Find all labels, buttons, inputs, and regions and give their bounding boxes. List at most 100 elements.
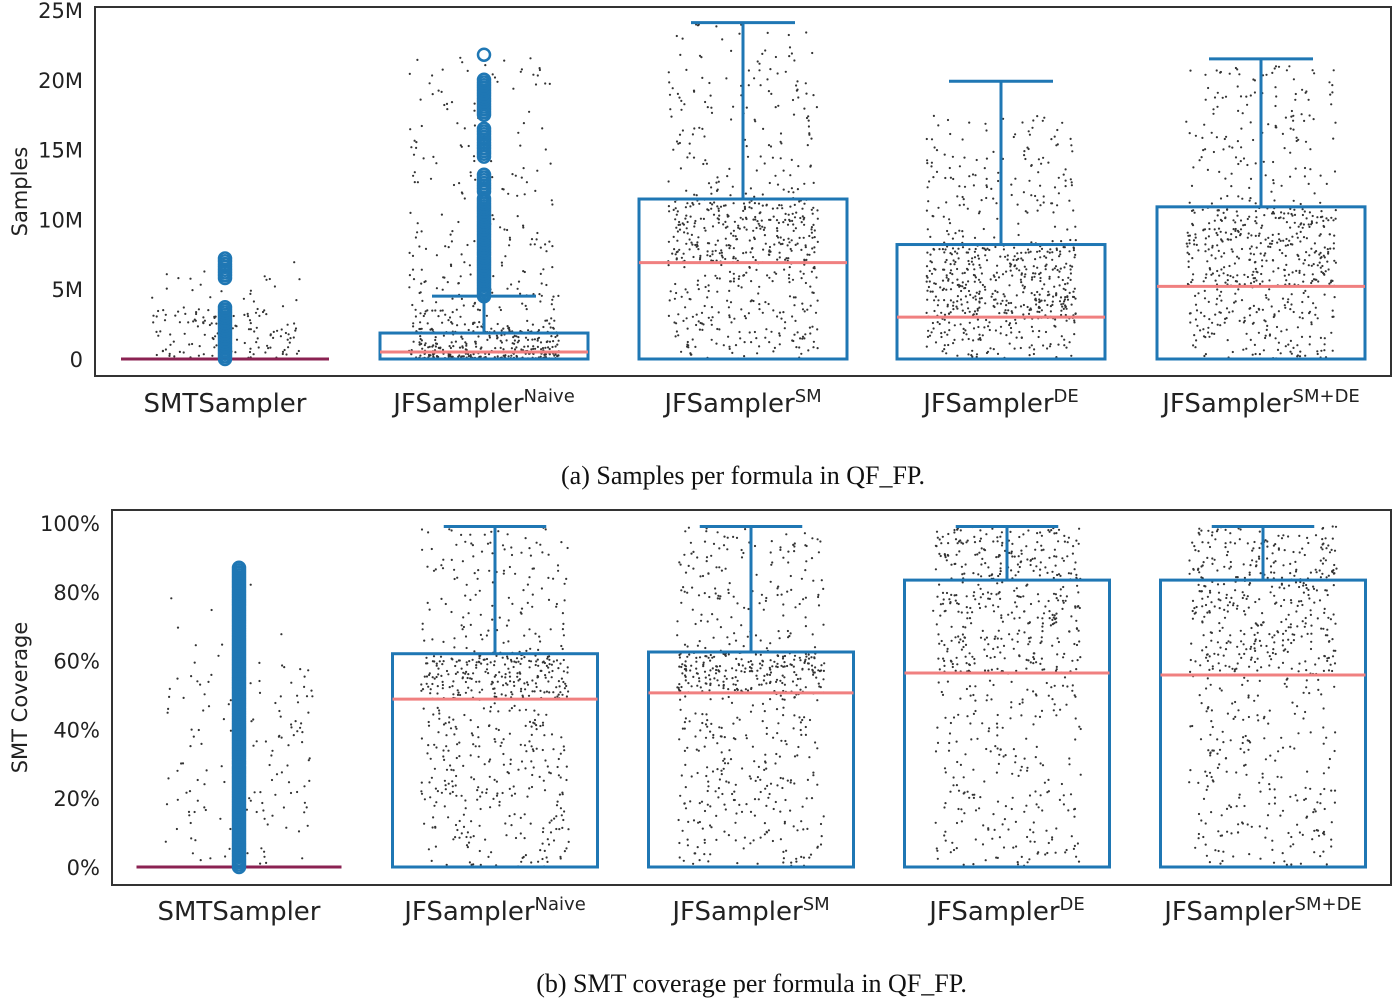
data-point	[493, 738, 496, 741]
data-point	[745, 734, 748, 737]
data-point	[427, 720, 430, 724]
data-point	[690, 664, 693, 667]
category-superscript: Naive	[524, 386, 575, 407]
data-point	[1017, 222, 1020, 225]
data-point	[1054, 593, 1057, 596]
data-point	[689, 669, 692, 672]
data-point	[1000, 544, 1004, 547]
data-point	[999, 255, 1002, 258]
data-point	[728, 314, 731, 317]
data-point	[1289, 350, 1292, 353]
data-point	[983, 669, 987, 672]
data-point	[449, 792, 452, 795]
data-point	[780, 664, 783, 667]
data-point	[1048, 617, 1051, 620]
data-point	[1011, 772, 1014, 775]
data-point	[1020, 855, 1023, 859]
data-point	[562, 818, 565, 822]
data-point	[679, 698, 682, 701]
data-point	[1203, 315, 1206, 318]
data-point	[1072, 247, 1075, 250]
data-point	[1053, 684, 1056, 687]
data-point	[1009, 269, 1012, 272]
data-point	[1225, 135, 1228, 138]
data-point	[765, 732, 768, 736]
data-point	[710, 722, 713, 726]
data-point	[678, 561, 681, 564]
data-point	[1308, 211, 1311, 214]
data-point	[941, 535, 944, 538]
data-point	[414, 236, 417, 239]
data-point	[510, 707, 513, 710]
data-point	[474, 178, 477, 181]
data-point	[1035, 303, 1038, 306]
data-point	[1282, 217, 1285, 220]
data-point	[565, 778, 568, 782]
data-point	[775, 227, 779, 230]
data-point	[925, 280, 928, 283]
data-point	[303, 801, 306, 804]
data-point	[263, 850, 266, 853]
data-point	[287, 346, 290, 349]
data-point	[1046, 250, 1049, 253]
data-point	[491, 581, 494, 584]
data-point	[192, 735, 195, 738]
data-point	[499, 226, 502, 229]
data-point	[705, 556, 709, 559]
data-point	[1023, 265, 1026, 268]
data-point	[1188, 132, 1191, 135]
data-point	[764, 753, 767, 756]
data-point	[732, 229, 736, 232]
data-point	[725, 77, 728, 80]
data-point	[1305, 90, 1308, 93]
data-point	[1332, 137, 1335, 140]
data-point	[1008, 342, 1011, 345]
data-point	[782, 861, 785, 864]
data-point	[561, 628, 565, 631]
data-point	[540, 348, 543, 351]
data-point	[984, 859, 987, 862]
data-point	[546, 765, 549, 768]
data-point	[1044, 566, 1047, 569]
data-point	[784, 218, 787, 221]
data-point	[1249, 282, 1253, 285]
data-point	[435, 301, 438, 304]
data-point	[1207, 235, 1210, 238]
data-point	[447, 354, 450, 357]
data-point	[716, 176, 719, 179]
data-point	[783, 654, 787, 658]
data-point	[1022, 313, 1025, 316]
data-point	[776, 662, 779, 665]
data-point	[565, 765, 568, 768]
data-point	[299, 668, 302, 671]
data-point	[783, 820, 787, 823]
data-point	[704, 100, 707, 104]
data-point	[781, 674, 784, 677]
data-point	[452, 183, 456, 187]
data-point	[761, 720, 764, 723]
data-point	[480, 662, 483, 665]
data-point	[1020, 257, 1023, 260]
data-point	[1071, 684, 1074, 687]
data-point	[1199, 311, 1203, 314]
data-point	[441, 683, 444, 687]
data-point	[714, 790, 717, 793]
data-point	[477, 736, 480, 739]
data-point	[296, 790, 299, 794]
data-point	[1041, 668, 1044, 671]
data-point	[532, 73, 535, 76]
data-point	[211, 354, 214, 357]
data-point	[777, 585, 780, 588]
data-point	[1044, 330, 1048, 334]
data-point	[470, 732, 473, 735]
data-point	[1055, 532, 1058, 535]
data-point	[1248, 215, 1251, 218]
data-point	[989, 278, 992, 281]
data-point	[1053, 285, 1056, 288]
data-point	[779, 546, 782, 549]
data-point	[1010, 310, 1013, 313]
data-point	[434, 825, 437, 828]
data-point	[431, 309, 434, 312]
data-point	[764, 242, 767, 245]
data-point	[712, 733, 715, 737]
